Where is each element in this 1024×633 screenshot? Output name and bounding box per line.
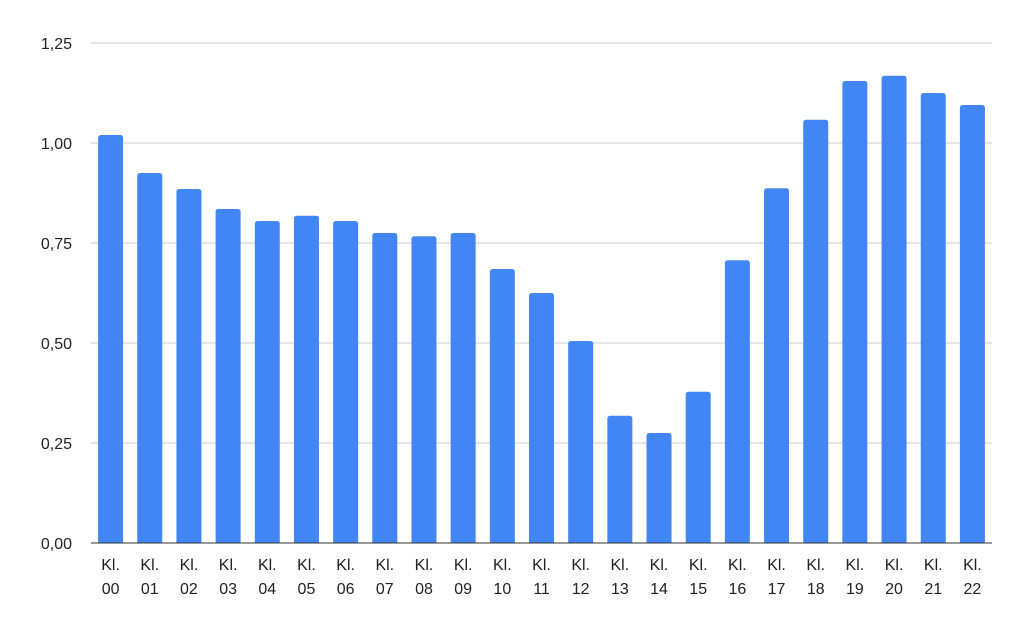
x-tick-label: Kl. 09 bbox=[454, 557, 473, 598]
bar-kl-07 bbox=[372, 233, 398, 543]
bar-kl-05 bbox=[293, 215, 319, 544]
gridlines bbox=[91, 42, 992, 444]
x-tick-label: Kl. 10 bbox=[493, 557, 512, 598]
x-tick-label: Kl. 22 bbox=[963, 557, 982, 598]
bar-kl-14 bbox=[646, 433, 672, 543]
bar-kl-02 bbox=[176, 189, 202, 543]
x-tick-label: Kl. 16 bbox=[728, 557, 747, 598]
x-tick-label: Kl. 07 bbox=[375, 557, 394, 598]
bar-kl-01 bbox=[137, 173, 163, 543]
x-tick-label: Kl. 19 bbox=[846, 557, 865, 598]
y-tick-label: 0,00 bbox=[41, 536, 72, 553]
x-tick-label: Kl. 04 bbox=[258, 557, 277, 598]
x-tick-label: Kl. 12 bbox=[571, 557, 590, 598]
x-tick-label: Kl. 14 bbox=[650, 557, 669, 598]
bar-kl-00 bbox=[98, 135, 124, 543]
bar-kl-12 bbox=[568, 341, 594, 543]
x-tick-label: Kl. 15 bbox=[689, 557, 708, 598]
y-tick-label: 1,00 bbox=[41, 136, 72, 153]
bar-kl-18 bbox=[803, 119, 829, 544]
y-tick-label: 1,25 bbox=[41, 36, 72, 53]
x-tick-label: Kl. 17 bbox=[767, 557, 786, 598]
bar-kl-21 bbox=[920, 93, 946, 543]
bar-kl-06 bbox=[333, 221, 359, 543]
y-tick-label: 0,75 bbox=[41, 236, 72, 253]
bar-kl-13 bbox=[607, 415, 633, 543]
x-tick-label: Kl. 20 bbox=[885, 557, 904, 598]
y-tick-label: 0,50 bbox=[41, 336, 72, 353]
x-tick-label: Kl. 11 bbox=[532, 557, 551, 598]
x-tick-label: Kl. 18 bbox=[806, 557, 825, 598]
x-tick-label: Kl. 01 bbox=[140, 557, 159, 598]
bar-kl-17 bbox=[764, 188, 790, 543]
x-tick-label: Kl. 21 bbox=[924, 557, 943, 598]
x-tick-label: Kl. 13 bbox=[611, 557, 630, 598]
bar-kl-09 bbox=[450, 233, 476, 543]
bar-kl-20 bbox=[881, 75, 907, 544]
bar-kl-16 bbox=[724, 260, 750, 543]
x-tick-label: Kl. 02 bbox=[180, 557, 199, 598]
bar-kl-11 bbox=[529, 293, 554, 543]
bars bbox=[98, 75, 985, 544]
x-axis-tick-labels: Kl. 00 Kl. 01 Kl. 02 Kl. 03 Kl. 04 Kl. 05 Kl. 06 Kl. 07… bbox=[101, 557, 981, 598]
x-tick-label: Kl. 08 bbox=[415, 557, 434, 598]
bar-kl-19 bbox=[842, 81, 868, 543]
y-tick-label: 0,25 bbox=[41, 436, 72, 453]
bar-kl-22 bbox=[959, 105, 985, 543]
x-tick-label: Kl. 03 bbox=[219, 557, 238, 598]
bar-kl-10 bbox=[489, 269, 515, 543]
bar-kl-15 bbox=[685, 391, 711, 543]
y-axis-tick-labels: 0,00 0,25 0,50 0,75 1,00 1,25 bbox=[41, 36, 72, 553]
x-tick-label: Kl. 00 bbox=[101, 557, 120, 598]
bar-kl-08 bbox=[411, 236, 437, 543]
bar-kl-04 bbox=[254, 221, 280, 543]
x-tick-label: Kl. 05 bbox=[297, 557, 316, 598]
x-tick-label: Kl. 06 bbox=[336, 557, 355, 598]
bar-kl-03 bbox=[215, 209, 241, 543]
